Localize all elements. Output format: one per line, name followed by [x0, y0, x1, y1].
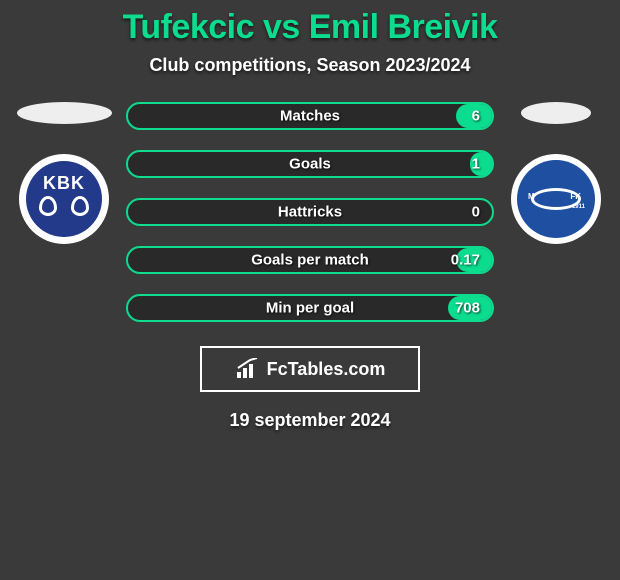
compare-row: KBK Matches 6 Goals 1 H [0, 76, 620, 322]
brand-link[interactable]: FcTables.com [200, 346, 420, 392]
brand-name: FcTables.com [267, 359, 386, 380]
date-text: 19 september 2024 [0, 410, 620, 431]
stat-label: Min per goal [266, 300, 354, 317]
subtitle: Club competitions, Season 2023/2024 [0, 55, 620, 76]
stat-bar-goals: Goals 1 [126, 150, 494, 178]
right-club-badge-inner: M FK 1911 [517, 160, 595, 238]
right-club-label-fk: FK [570, 192, 581, 201]
left-club-badge: KBK [19, 154, 109, 244]
stat-bar-hattricks: Hattricks 0 [126, 198, 494, 226]
right-club-year: 1911 [572, 204, 585, 210]
stat-label: Hattricks [278, 204, 342, 221]
comparison-card: Tufekcic vs Emil Breivik Club competitio… [0, 0, 620, 431]
left-club-label: KBK [43, 173, 85, 194]
stat-value-right: 0.17 [451, 252, 480, 269]
stat-label: Goals per match [251, 252, 369, 269]
stat-bar-goals-per-match: Goals per match 0.17 [126, 246, 494, 274]
stat-value-right: 708 [455, 300, 480, 317]
chart-icon [235, 358, 261, 380]
owl-icon [39, 196, 89, 226]
right-club-label-m: M [528, 192, 535, 201]
stats-column: Matches 6 Goals 1 Hattricks 0 Goals per … [120, 102, 500, 322]
stat-value-right: 0 [472, 204, 480, 221]
right-club-badge: M FK 1911 [511, 154, 601, 244]
stat-label: Goals [289, 156, 331, 173]
stat-value-right: 1 [472, 156, 480, 173]
left-player-column: KBK [8, 102, 120, 244]
left-club-badge-inner: KBK [26, 161, 102, 237]
left-flag-placeholder [17, 102, 112, 124]
stat-value-right: 6 [472, 108, 480, 125]
stat-bar-matches: Matches 6 [126, 102, 494, 130]
stat-label: Matches [280, 108, 340, 125]
page-title: Tufekcic vs Emil Breivik [0, 8, 620, 47]
right-flag-placeholder [521, 102, 591, 124]
right-player-column: M FK 1911 [500, 102, 612, 244]
stat-bar-min-per-goal: Min per goal 708 [126, 294, 494, 322]
